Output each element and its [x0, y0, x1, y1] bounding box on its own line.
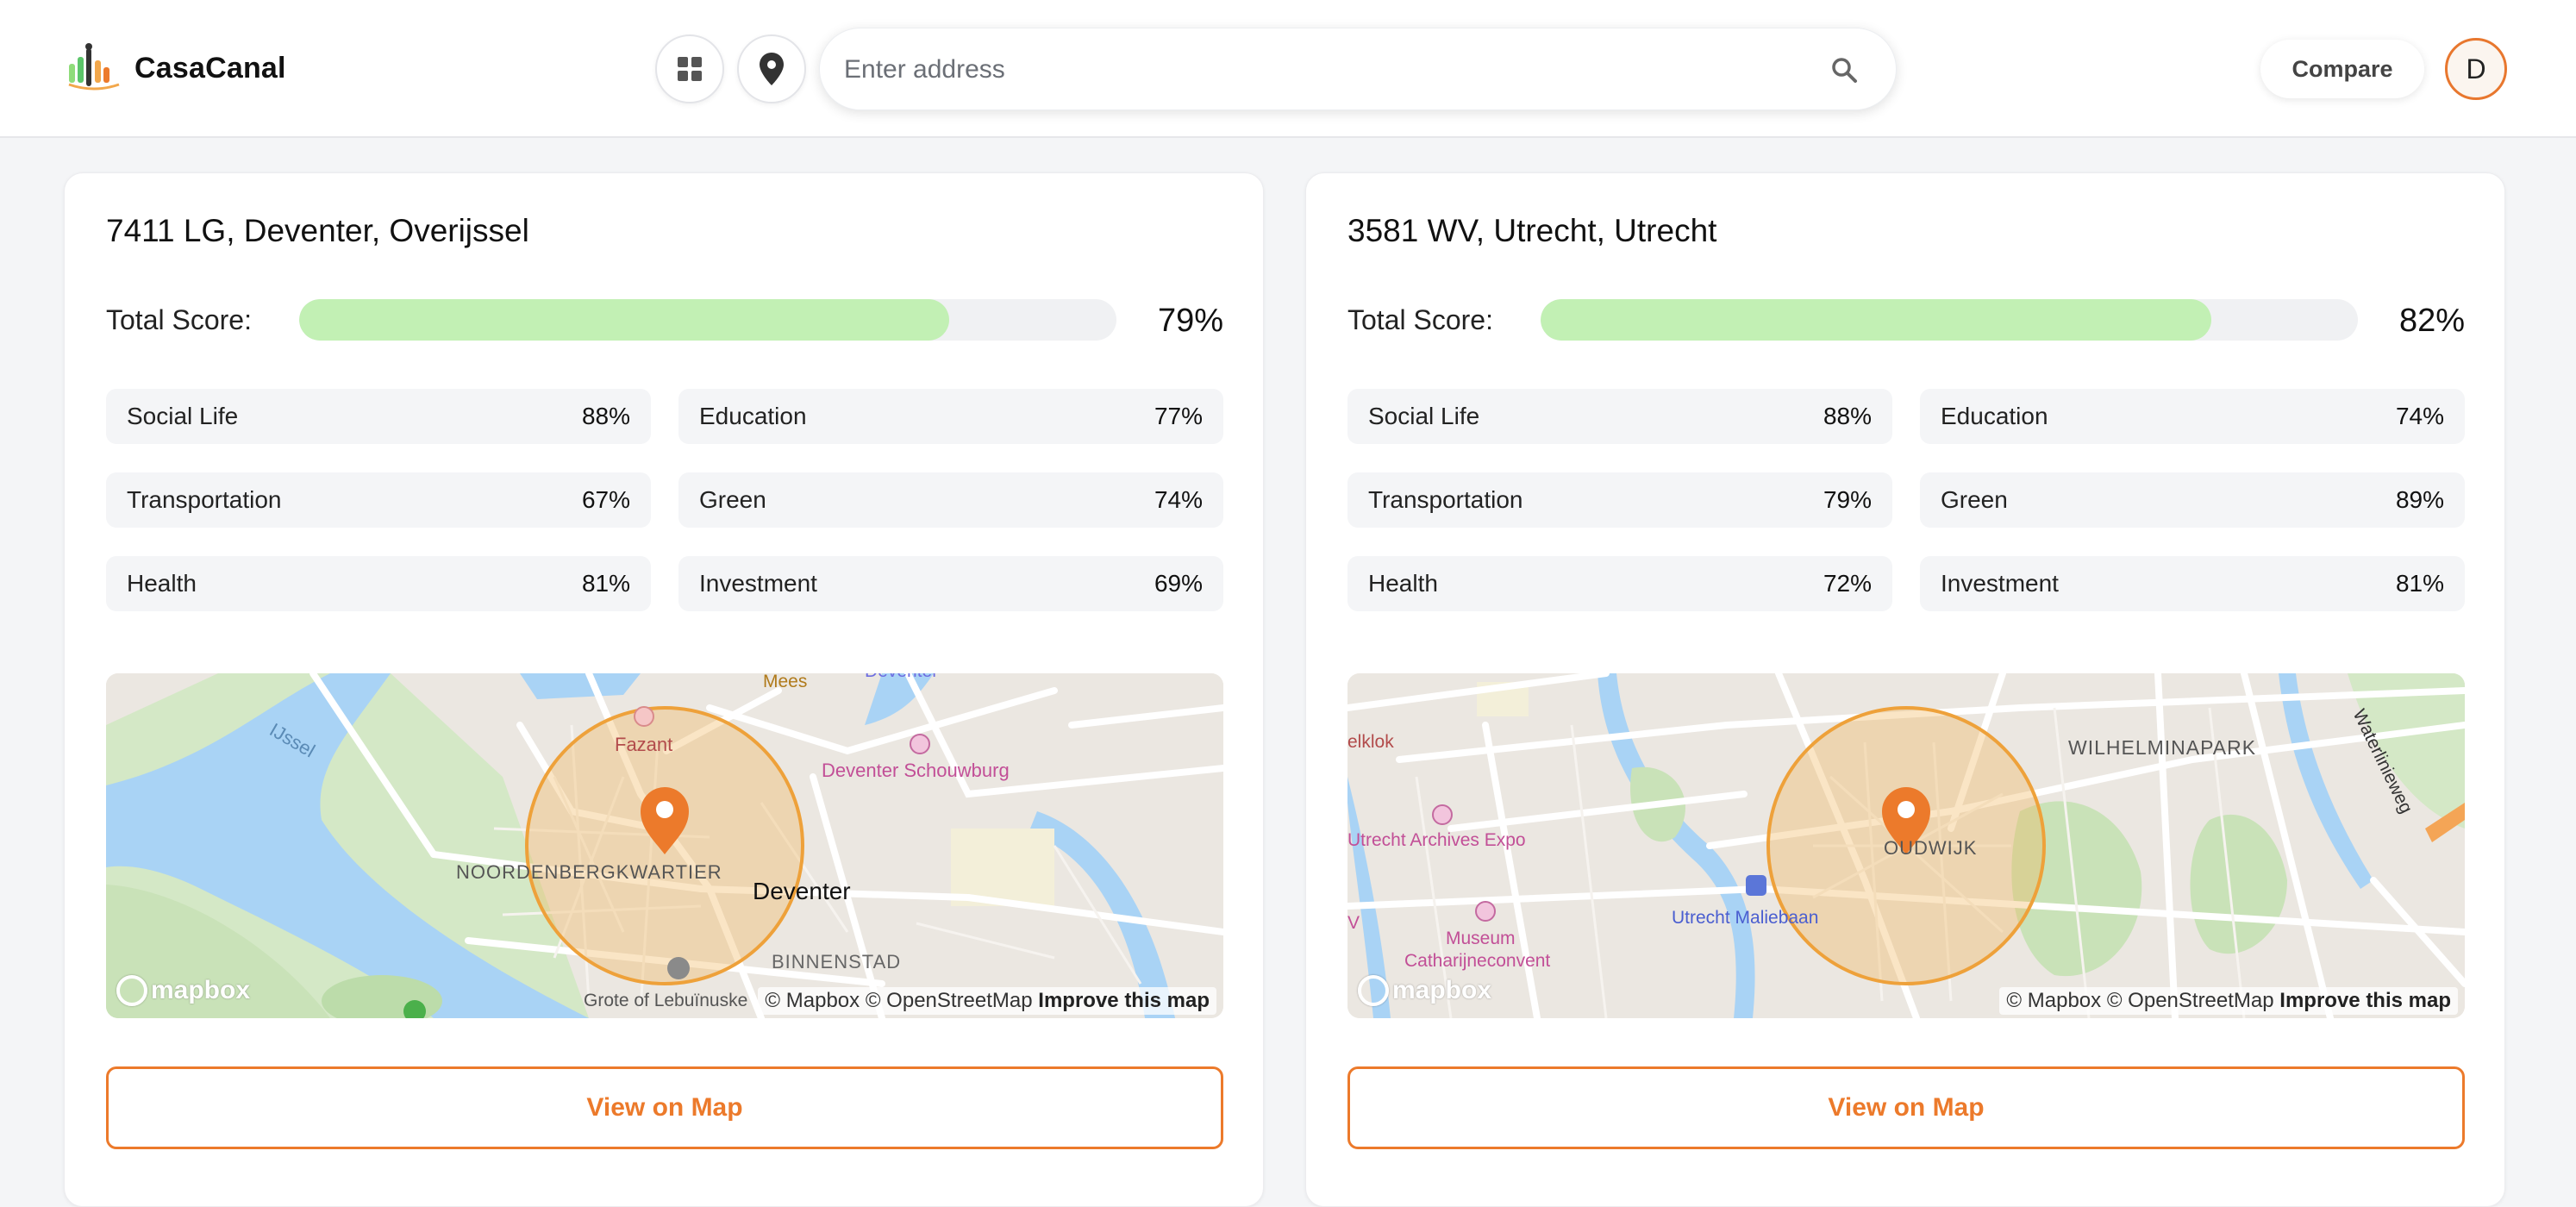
location-button[interactable] [737, 34, 806, 103]
total-score-value: 79% [1157, 303, 1223, 339]
location-title: 7411 LG, Deventer, Overijssel [106, 213, 529, 248]
total-score-value: 82% [2398, 303, 2465, 339]
metric-health: Health 72% [1347, 556, 1892, 611]
map-attribution-text: © Mapbox © OpenStreetMap [2006, 989, 2274, 1012]
metric-social-life: Social Life 88% [1347, 389, 1892, 444]
map-attribution: © Mapbox © OpenStreetMap Improve this ma… [1999, 987, 2458, 1015]
map-pin-icon [760, 53, 784, 85]
metric-label: Transportation [1368, 486, 1523, 513]
address-search-bar [819, 28, 1897, 111]
map-label-mees: Mees [763, 673, 807, 691]
mapbox-logo-text: mapbox [151, 976, 251, 1004]
metric-green: Green 74% [678, 472, 1223, 528]
mapbox-logo[interactable]: mapbox [116, 975, 250, 1006]
map-label-city: Deventer [753, 878, 851, 904]
metric-transportation: Transportation 79% [1347, 472, 1892, 528]
metric-label: Education [1941, 403, 2048, 429]
mapbox-logo-icon [1358, 975, 1389, 1006]
metric-label: Green [1941, 486, 2008, 513]
metric-value: 89% [2395, 486, 2444, 513]
casacanal-logo-icon [68, 43, 120, 91]
map-label-schouwburg: Deventer Schouwburg [822, 760, 1010, 781]
total-score-label: Total Score: [1347, 304, 1493, 335]
metric-label: Education [699, 403, 807, 429]
map-label-archives: Utrecht Archives Expo [1347, 830, 1526, 850]
metric-value: 74% [1154, 486, 1203, 513]
location-map[interactable]: IJssel Fazant Mees Deventer Deventer Sch… [106, 673, 1223, 1018]
mapbox-logo-icon [116, 975, 147, 1006]
metric-label: Investment [699, 570, 817, 597]
location-map[interactable]: elklok WILHELMINAPARK Waterlinieweg Utre… [1347, 673, 2465, 1018]
metric-label: Investment [1941, 570, 2059, 597]
metric-value: 79% [1823, 486, 1872, 513]
app-name: CasaCanal [134, 51, 286, 84]
location-pin-icon [1882, 787, 1930, 854]
metric-label: Green [699, 486, 766, 513]
location-title: 3581 WV, Utrecht, Utrecht [1347, 213, 1717, 248]
metric-investment: Investment 69% [678, 556, 1223, 611]
map-label-catharijneconvent: Catharijneconvent [1404, 951, 1550, 971]
total-score-fill [1541, 299, 2211, 341]
grid-icon [678, 57, 702, 81]
metric-value: 81% [2395, 570, 2444, 597]
app-logo[interactable]: CasaCanal [66, 40, 286, 97]
map-canvas[interactable]: IJssel Fazant Mees Deventer Deventer Sch… [106, 673, 1223, 1018]
map-label-deventer-top: Deventer [865, 673, 938, 681]
metric-education: Education 77% [678, 389, 1223, 444]
map-attribution-text: © Mapbox © OpenStreetMap [765, 989, 1033, 1012]
metric-value: 69% [1154, 570, 1203, 597]
location-pin-icon [641, 787, 689, 854]
metric-value: 88% [1823, 403, 1872, 429]
location-card: 7411 LG, Deventer, Overijssel Total Scor… [64, 172, 1264, 1207]
map-canvas[interactable]: elklok WILHELMINAPARK Waterlinieweg Utre… [1347, 673, 2465, 1018]
metric-social-life: Social Life 88% [106, 389, 651, 444]
map-label-noordenberg: NOORDENBERGKWARTIER [456, 861, 722, 883]
mapbox-logo[interactable]: mapbox [1358, 975, 1491, 1006]
metric-transportation: Transportation 67% [106, 472, 651, 528]
user-avatar[interactable]: D [2445, 38, 2507, 100]
total-score-bar [1541, 299, 2358, 341]
metric-label: Transportation [127, 486, 282, 513]
metric-value: 72% [1823, 570, 1872, 597]
grid-view-button[interactable] [655, 34, 724, 103]
map-label-museum: Museum [1446, 929, 1516, 948]
map-label-binnenstad: BINNENSTAD [772, 951, 901, 972]
metric-investment: Investment 81% [1920, 556, 2465, 611]
metric-label: Health [127, 570, 197, 597]
metric-label: Health [1368, 570, 1438, 597]
metric-label: Social Life [127, 403, 239, 429]
address-search-input[interactable] [844, 28, 1792, 111]
map-label-wilhelminapark: WILHELMINAPARK [2068, 736, 2256, 759]
search-icon[interactable] [1829, 54, 1860, 85]
map-label-grote: Grote of Lebuïnuske [584, 991, 747, 1010]
compare-button[interactable]: Compare [2260, 40, 2424, 98]
improve-map-link[interactable]: Improve this map [2279, 989, 2451, 1012]
map-label-oudwijk: OUDWIJK [1884, 837, 1977, 859]
view-on-map-button[interactable]: View on Map [106, 1066, 1223, 1149]
map-label-klok: elklok [1347, 732, 1394, 752]
metric-value: 67% [581, 486, 630, 513]
map-label-maliebaan: Utrecht Maliebaan [1672, 908, 1818, 928]
metric-value: 74% [2395, 403, 2444, 429]
view-on-map-button[interactable]: View on Map [1347, 1066, 2465, 1149]
improve-map-link[interactable]: Improve this map [1038, 989, 1210, 1012]
metric-label: Social Life [1368, 403, 1480, 429]
mapbox-logo-text: mapbox [1392, 976, 1492, 1004]
total-score-fill [299, 299, 949, 341]
metric-value: 77% [1154, 403, 1203, 429]
map-label-v: V [1347, 913, 1360, 933]
metric-value: 88% [581, 403, 630, 429]
top-bar: CasaCanal Compare D [0, 0, 2576, 138]
total-score-bar [299, 299, 1116, 341]
map-label-fazant: Fazant [615, 734, 672, 755]
metric-value: 81% [581, 570, 630, 597]
metric-green: Green 89% [1920, 472, 2465, 528]
metric-education: Education 74% [1920, 389, 2465, 444]
location-card: 3581 WV, Utrecht, Utrecht Total Score: 8… [1305, 172, 2505, 1207]
map-attribution: © Mapbox © OpenStreetMap Improve this ma… [758, 987, 1216, 1015]
total-score-label: Total Score: [106, 304, 252, 335]
metric-health: Health 81% [106, 556, 651, 611]
